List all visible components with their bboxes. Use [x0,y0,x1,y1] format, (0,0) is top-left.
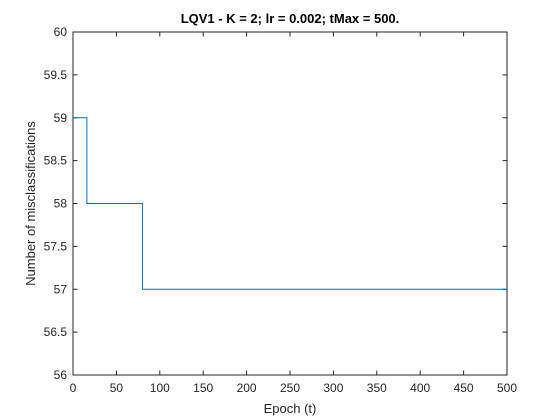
x-tick-label: 300 [323,381,343,395]
y-tick-label: 57 [54,282,68,296]
series-line [73,117,507,290]
x-tick-label: 0 [70,381,77,395]
x-tick-label: 100 [150,381,170,395]
x-tick-label: 500 [497,381,517,395]
y-tick-label: 56.5 [44,325,68,339]
y-axis-title: Number of misclassifications [23,121,38,286]
y-tick-label: 60 [54,25,68,39]
x-tick-label: 200 [237,381,257,395]
y-tick-label: 59.5 [44,68,68,82]
x-tick-label: 50 [110,381,124,395]
x-tick-label: 400 [410,381,430,395]
x-tick-label: 350 [367,381,387,395]
chart-title: LQV1 - K = 2; lr = 0.002; tMax = 500. [181,11,400,26]
x-tick-label: 150 [193,381,213,395]
axis-ticks: 0 50 100 150 200 250 300 350 400 450 500 56 56.5 57 57… [44,25,518,395]
y-tick-label: 56 [54,368,68,382]
y-tick-label: 58 [54,197,68,211]
y-tick-label: 59 [54,111,68,125]
plot-area [72,31,508,376]
series-group [73,117,507,290]
x-tick-label: 250 [280,381,300,395]
x-tick-label: 450 [454,381,474,395]
y-tick-label: 58.5 [44,154,68,168]
x-axis-title: Epoch (t) [264,401,317,416]
y-tick-label: 57.5 [44,239,68,253]
